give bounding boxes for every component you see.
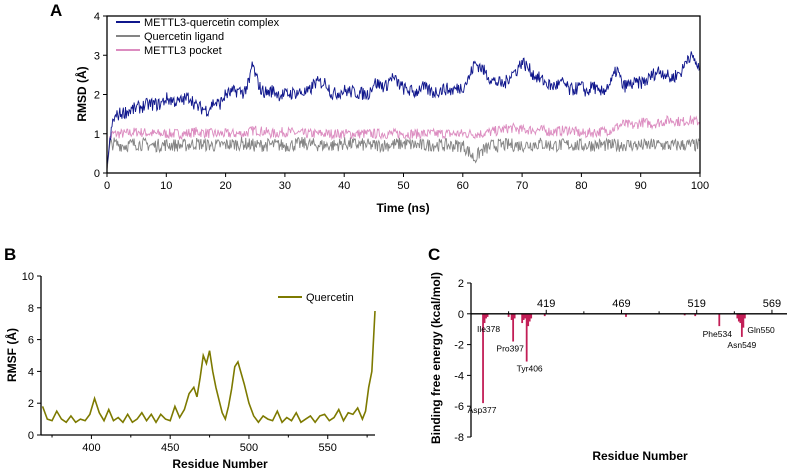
- panel-c-xlabel: Residue Number: [592, 449, 688, 463]
- energy-bar: [507, 313, 510, 317]
- y-tick-label: 8: [28, 303, 34, 315]
- panel-b-letter: B: [4, 245, 16, 264]
- x-tick-label: 70: [516, 180, 528, 192]
- panel-a-ylabel: RMSD (Å): [74, 66, 89, 121]
- energy-bar: [521, 313, 524, 324]
- y-tick-label: -8: [454, 432, 464, 444]
- legend-label-complex: METTL3-quercetin complex: [144, 17, 280, 29]
- panel-a-axes: 0 10 20 30 40 50 60 70 80 90 100 0 1 2 3 4: [94, 11, 709, 192]
- panel-a-xlabel: Time (ns): [376, 201, 429, 215]
- x-tick-label: 50: [397, 180, 409, 192]
- y-tick-label: -4: [454, 370, 464, 382]
- x-tick-label: 30: [279, 180, 291, 192]
- y-tick-label: 0: [458, 309, 464, 321]
- energy-bar: [737, 313, 740, 322]
- energy-bar: [530, 313, 533, 319]
- panel-b-axes: 400 450 500 550 0 2 4 6 8 10: [22, 271, 375, 454]
- y-tick-label: 0: [94, 168, 100, 180]
- panel-b-plot: [41, 310, 376, 424]
- residue-label-pro397: Pro397: [496, 344, 524, 354]
- y-tick-label: 2: [458, 278, 464, 290]
- series-line-rmsf: [41, 310, 376, 424]
- y-tick-label: 1: [94, 129, 100, 141]
- x-tick-label: 569: [763, 298, 781, 310]
- energy-bar: [740, 313, 743, 337]
- x-tick-label: 0: [104, 180, 110, 192]
- energy-bar: [718, 313, 721, 327]
- series-line-complex: [106, 51, 701, 165]
- panel-b-legend: Quercetin: [278, 292, 354, 304]
- y-tick-label: 2: [94, 90, 100, 102]
- x-tick-label: 40: [338, 180, 350, 192]
- y-tick-label: -6: [454, 401, 464, 413]
- energy-bar: [694, 313, 697, 317]
- panel-a-plot: [106, 51, 701, 170]
- energy-bar: [739, 313, 742, 324]
- panel-b: B 400 450 500 550 0 2 4 6 8 10 Quercetin Residue …: [4, 245, 376, 471]
- energy-bar: [486, 313, 489, 317]
- panel-a-letter: A: [50, 1, 62, 20]
- y-tick-label: 10: [22, 271, 34, 283]
- x-tick-label: 90: [635, 180, 647, 192]
- energy-bar: [483, 313, 486, 324]
- energy-bar: [527, 313, 530, 327]
- energy-bar: [528, 313, 531, 322]
- panel-c-letter: C: [428, 245, 440, 264]
- legend-label-ligand: Quercetin ligand: [144, 31, 224, 43]
- y-tick-label: 0: [28, 430, 34, 442]
- y-tick-label: 3: [94, 50, 100, 62]
- panel-a: A 0 10 20 30 40 50 60 70 80 90 100 0 1 2 3 4 METTL3-que…: [50, 1, 709, 215]
- series-line-ligand: [106, 136, 700, 170]
- legend-label-quercetin: Quercetin: [306, 292, 354, 304]
- energy-bar: [524, 313, 527, 319]
- x-tick-label: 80: [575, 180, 587, 192]
- x-tick-label: 400: [82, 442, 100, 454]
- x-tick-label: 10: [160, 180, 172, 192]
- x-tick-label: 100: [691, 180, 709, 192]
- energy-bar: [525, 313, 528, 362]
- x-tick-label: 20: [219, 180, 231, 192]
- energy-bar: [482, 313, 484, 404]
- energy-bar: [625, 313, 627, 317]
- x-tick-label: 519: [688, 298, 706, 310]
- panel-c-ylabel: Binding free energy (kcal/mol): [429, 272, 443, 444]
- energy-bar: [742, 313, 745, 328]
- panel-c-axes: 2 0 -2 -4 -6 -8 419 469 519 569: [454, 278, 787, 444]
- energy-bar: [743, 313, 746, 319]
- energy-bar: [522, 313, 525, 320]
- energy-bar: [485, 313, 487, 319]
- legend-label-pocket: METTL3 pocket: [144, 45, 222, 57]
- energy-bar: [510, 313, 513, 320]
- energy-bar: [543, 313, 546, 317]
- panel-b-ylabel: RMSF (Å): [4, 328, 19, 382]
- x-tick-label: 450: [161, 442, 179, 454]
- x-tick-label: 60: [457, 180, 469, 192]
- series-line-pocket: [106, 114, 701, 170]
- energy-bar: [512, 313, 515, 342]
- residue-label-gln550: Gln550: [747, 325, 775, 335]
- residue-label-asp377: Asp377: [468, 405, 497, 415]
- residue-label-phe534: Phe534: [703, 329, 733, 339]
- x-tick-label: 500: [240, 442, 258, 454]
- residue-label-tyr406: Tyr406: [517, 364, 543, 374]
- y-tick-label: 4: [28, 366, 34, 378]
- residue-label-ile378: Ile378: [477, 324, 500, 334]
- panel-b-xlabel: Residue Number: [172, 457, 268, 471]
- x-tick-label: 550: [319, 442, 337, 454]
- panel-a-legend: METTL3-quercetin complex Quercetin ligan…: [116, 17, 280, 57]
- residue-label-asn549: Asn549: [727, 340, 756, 350]
- x-tick-label: 419: [537, 298, 555, 310]
- x-tick-label: 469: [612, 298, 630, 310]
- energy-bar: [683, 313, 686, 316]
- y-tick-label: 2: [28, 398, 34, 410]
- energy-bar: [736, 313, 739, 319]
- y-tick-label: 4: [94, 11, 100, 23]
- y-tick-label: -2: [454, 340, 464, 352]
- energy-bar: [513, 313, 516, 319]
- y-tick-label: 6: [28, 335, 34, 347]
